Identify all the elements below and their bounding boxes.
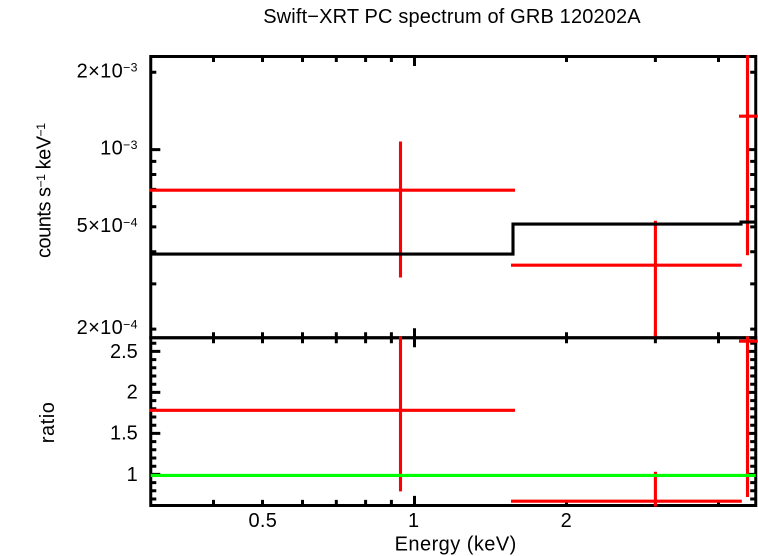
svg-text:0.5: 0.5 bbox=[248, 510, 277, 532]
svg-text:2.5: 2.5 bbox=[110, 341, 138, 363]
svg-text:2: 2 bbox=[127, 381, 138, 403]
svg-text:2×10−4: 2×10−4 bbox=[77, 317, 138, 339]
svg-text:1: 1 bbox=[127, 464, 138, 486]
svg-text:ratio: ratio bbox=[37, 402, 59, 444]
svg-text:2: 2 bbox=[561, 510, 572, 532]
svg-text:1.5: 1.5 bbox=[110, 422, 138, 444]
svg-text:2×10−3: 2×10−3 bbox=[77, 60, 138, 82]
svg-text:5×10−4: 5×10−4 bbox=[77, 215, 138, 237]
svg-text:counts s−1 keV−1: counts s−1 keV−1 bbox=[34, 123, 56, 258]
svg-text:1: 1 bbox=[408, 510, 419, 532]
svg-text:Swift−XRT PC spectrum of GRB 1: Swift−XRT PC spectrum of GRB 120202A bbox=[263, 6, 641, 28]
svg-text:Energy (keV): Energy (keV) bbox=[395, 534, 517, 556]
